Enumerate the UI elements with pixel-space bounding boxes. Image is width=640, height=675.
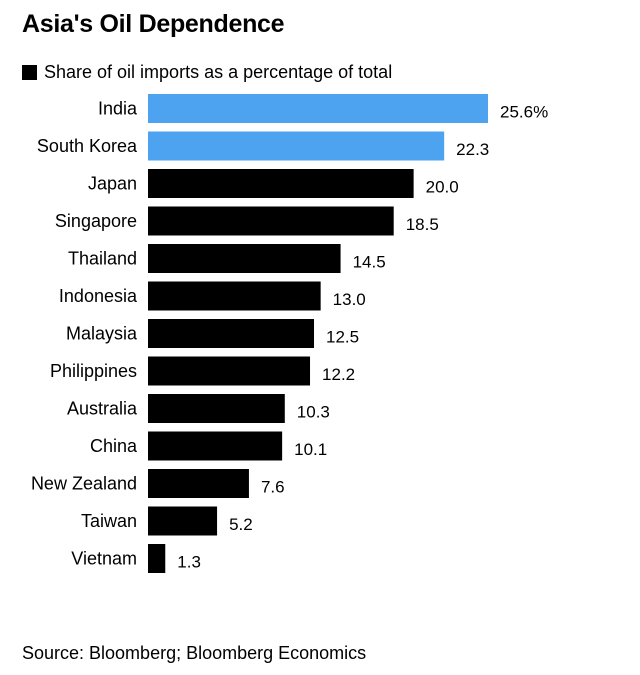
bar-indonesia [148, 281, 321, 311]
bar-india [148, 94, 488, 123]
category-label-new-zealand: New Zealand [31, 474, 137, 494]
value-label-singapore: 18.5 [406, 215, 439, 234]
value-label-south-korea: 22.3 [456, 140, 489, 159]
value-label-japan: 20.0 [426, 178, 459, 197]
legend-label: Share of oil imports as a percentage of … [44, 62, 393, 82]
legend-swatch [22, 65, 37, 80]
category-label-japan: Japan [88, 174, 137, 194]
category-label-south-korea: South Korea [37, 136, 138, 156]
bar-vietnam [148, 544, 166, 573]
category-label-thailand: Thailand [68, 249, 137, 269]
bar-taiwan [148, 506, 218, 536]
bar-singapore [148, 206, 394, 236]
bar-philippines [148, 356, 311, 386]
category-label-singapore: Singapore [55, 211, 137, 231]
bar-japan [148, 169, 414, 198]
value-label-philippines: 12.2 [322, 365, 355, 384]
bar-thailand [148, 244, 341, 273]
value-label-vietnam: 1.3 [177, 553, 201, 572]
value-label-india: 25.6% [500, 103, 548, 122]
value-label-australia: 10.3 [297, 403, 330, 422]
bar-australia [148, 394, 285, 423]
source-note: Source: Bloomberg; Bloomberg Economics [22, 643, 367, 663]
bar-south-korea [148, 131, 445, 161]
legend: Share of oil imports as a percentage of … [22, 62, 392, 83]
category-label-china: China [90, 436, 138, 456]
bar-china [148, 431, 283, 461]
category-label-vietnam: Vietnam [71, 549, 137, 569]
value-label-thailand: 14.5 [353, 253, 386, 272]
category-label-malaysia: Malaysia [66, 324, 138, 344]
category-label-australia: Australia [67, 399, 138, 419]
category-label-philippines: Philippines [50, 361, 137, 381]
category-label-india: India [98, 99, 138, 119]
value-label-china: 10.1 [294, 440, 327, 459]
bar-new-zealand [148, 469, 249, 498]
bar-malaysia [148, 319, 315, 348]
category-label-indonesia: Indonesia [59, 286, 138, 306]
value-label-taiwan: 5.2 [229, 515, 253, 534]
category-label-taiwan: Taiwan [81, 511, 137, 531]
value-label-new-zealand: 7.6 [261, 478, 285, 497]
chart-title: Asia's Oil Dependence [22, 10, 285, 38]
value-label-indonesia: 13.0 [333, 290, 366, 309]
value-label-malaysia: 12.5 [326, 328, 359, 347]
